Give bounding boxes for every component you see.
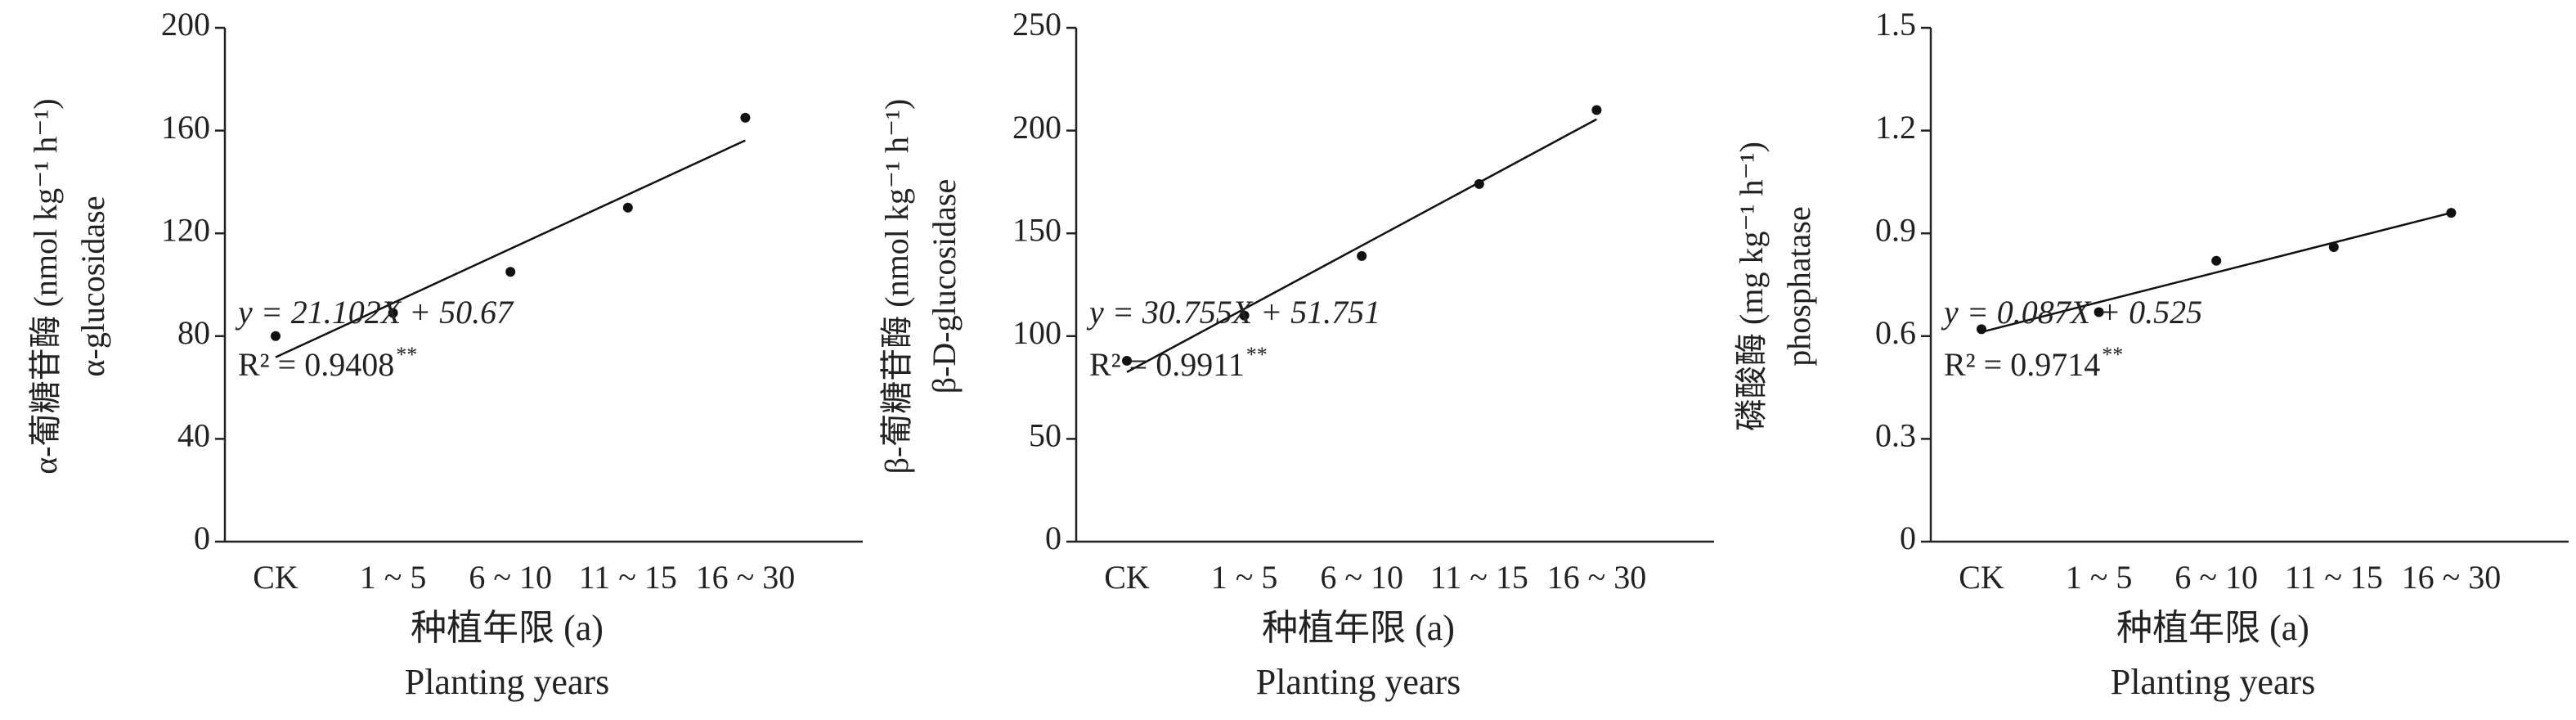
trend-line [1981, 211, 2452, 333]
point [2094, 307, 2104, 317]
x-axis-label: Planting years [2111, 662, 2316, 702]
x-axis-label: Planting years [405, 662, 610, 702]
trend-line [1126, 118, 1597, 373]
point [740, 112, 751, 123]
x-tick-label: 1 ~ 5 [360, 559, 427, 596]
r-squared: R² = 0.9911 [1089, 346, 1245, 383]
x-axis-label: 种植年限 (a) [1262, 608, 1455, 648]
y-tick-label: 250 [1012, 6, 1061, 43]
y-tick-label: 160 [161, 109, 210, 146]
y-tick-label: 1.5 [1875, 6, 1916, 43]
r-squared: R² = 0.9408 [238, 346, 394, 383]
point [388, 308, 398, 318]
y-tick-label: 0.3 [1875, 417, 1916, 454]
point [271, 331, 280, 341]
point [2328, 241, 2339, 252]
r-squared: R² = 0.9714 [1944, 346, 2100, 383]
point [622, 202, 633, 213]
y-axis-label: β-葡糖苷酶 (nmol kg⁻¹ h⁻¹) [878, 99, 915, 475]
y-tick-label: 80 [177, 314, 210, 351]
significance: ** [2102, 343, 2123, 367]
point [2211, 255, 2222, 266]
x-tick-label: 6 ~ 10 [1320, 559, 1403, 596]
y-tick-label: 50 [1029, 417, 1061, 454]
significance: ** [396, 343, 417, 367]
trend-line [275, 139, 746, 358]
x-tick-label: 1 ~ 5 [1211, 559, 1278, 596]
x-tick-label: 6 ~ 10 [2174, 559, 2258, 596]
x-tick-label: CK [1959, 559, 2004, 596]
x-tick-label: 16 ~ 30 [1547, 559, 1647, 596]
y-tick-label: 0.6 [1875, 314, 1916, 351]
x-tick-label: 1 ~ 5 [2066, 559, 2133, 596]
equation: y = 21.102X + 50.67 [235, 294, 514, 331]
x-tick-label: 6 ~ 10 [469, 559, 552, 596]
y-tick-label: 40 [177, 417, 210, 454]
x-tick-label: 11 ~ 15 [2285, 559, 2383, 596]
y-axis-label: β-D-glucosidase [926, 179, 963, 394]
x-axis-label: Planting years [1256, 662, 1461, 702]
y-tick-label: 0 [1900, 520, 1916, 556]
x-axis-label: 种植年限 (a) [411, 608, 604, 648]
x-axis-label: 种植年限 (a) [2116, 608, 2309, 648]
y-axis-label: phosphatase [1780, 206, 1817, 367]
y-tick-label: 150 [1012, 211, 1061, 248]
point [505, 267, 516, 277]
equation: y = 30.755X + 51.751 [1086, 294, 1380, 331]
x-tick-label: 11 ~ 15 [579, 559, 677, 596]
y-tick-label: 0 [194, 520, 210, 556]
point [1357, 250, 1367, 261]
y-axis-label: α-glucosidase [74, 196, 111, 377]
y-tick-label: 100 [1012, 314, 1061, 351]
significance: ** [1246, 343, 1268, 367]
y-axis-label: 磷酸酶 (mg kg⁻¹ h⁻¹) [1733, 142, 1770, 431]
x-tick-label: 16 ~ 30 [696, 559, 796, 596]
x-tick-label: 11 ~ 15 [1430, 559, 1528, 596]
point [1591, 105, 1602, 115]
y-tick-label: 200 [161, 6, 210, 43]
equation: y = 0.087X + 0.525 [1941, 294, 2202, 331]
y-tick-label: 200 [1012, 109, 1061, 146]
point [1122, 355, 1132, 366]
y-axis-label: α-葡糖苷酶 (nmol kg⁻¹ h⁻¹) [27, 98, 64, 474]
x-tick-label: CK [253, 559, 298, 596]
x-tick-label: CK [1104, 559, 1150, 596]
x-tick-label: 16 ~ 30 [2402, 559, 2502, 596]
y-tick-label: 0 [1045, 520, 1061, 556]
y-tick-label: 120 [161, 211, 210, 248]
point [1239, 310, 1250, 321]
y-tick-label: 1.2 [1875, 109, 1916, 146]
y-tick-label: 0.9 [1875, 211, 1916, 248]
